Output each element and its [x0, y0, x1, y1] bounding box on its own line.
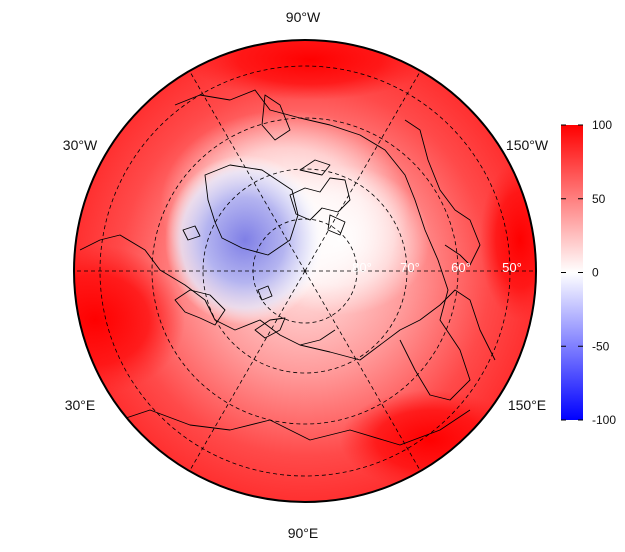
meridian--120 [304, 70, 421, 272]
colorbar-gradient [561, 125, 583, 420]
lat-label-60: 60° [451, 260, 471, 275]
scandinavia-coast [174, 289, 226, 326]
asia-interior-border [119, 409, 471, 446]
meridian-120 [304, 270, 421, 472]
north-america-coast [174, 89, 471, 401]
meridian--60 [189, 70, 306, 272]
colorbar-ticks: 100 50 0 -50 -100 [561, 118, 616, 427]
lon-label-30e: 30°E [65, 397, 96, 413]
colorbar-tick-label: 100 [592, 118, 612, 132]
lat-label-70: 70° [400, 260, 420, 275]
graticule [74, 65, 536, 477]
lon-label-150e: 150°E [508, 397, 546, 413]
lon-label-30w: 30°W [63, 137, 98, 153]
longitude-labels: 90°W 30°W 150°W 30°E 150°E 90°E [63, 9, 549, 541]
colorbar: 100 50 0 -50 -100 [561, 118, 616, 427]
lon-label-150w: 150°W [506, 137, 549, 153]
lon-label-90e: 90°E [288, 525, 319, 541]
coastlines [79, 89, 496, 446]
lat-label-80: 80° [352, 260, 372, 275]
meridian-60 [189, 270, 306, 472]
parallel-60 [151, 117, 459, 425]
alaska-coast [404, 119, 481, 266]
lon-label-90w: 90°W [286, 9, 321, 25]
europe-coast [79, 234, 336, 346]
siberia-coast [299, 289, 496, 361]
iceland-coast [182, 225, 201, 241]
colorbar-tick-label: -100 [592, 413, 616, 427]
colorbar-tick-label: 50 [592, 192, 606, 206]
colorbar-tick-label: 0 [592, 266, 599, 280]
novaya-zemlya-coast [254, 317, 286, 339]
svalbard-coast [257, 285, 273, 301]
latitude-labels: 80° 70° 60° 50° [352, 260, 522, 275]
colorbar-tick-label: -50 [592, 339, 610, 353]
hudson-bay [261, 94, 291, 141]
map-boundary [73, 39, 537, 503]
lat-label-50: 50° [502, 260, 522, 275]
anomaly-field [74, 40, 536, 502]
greenland-coast [204, 164, 299, 256]
